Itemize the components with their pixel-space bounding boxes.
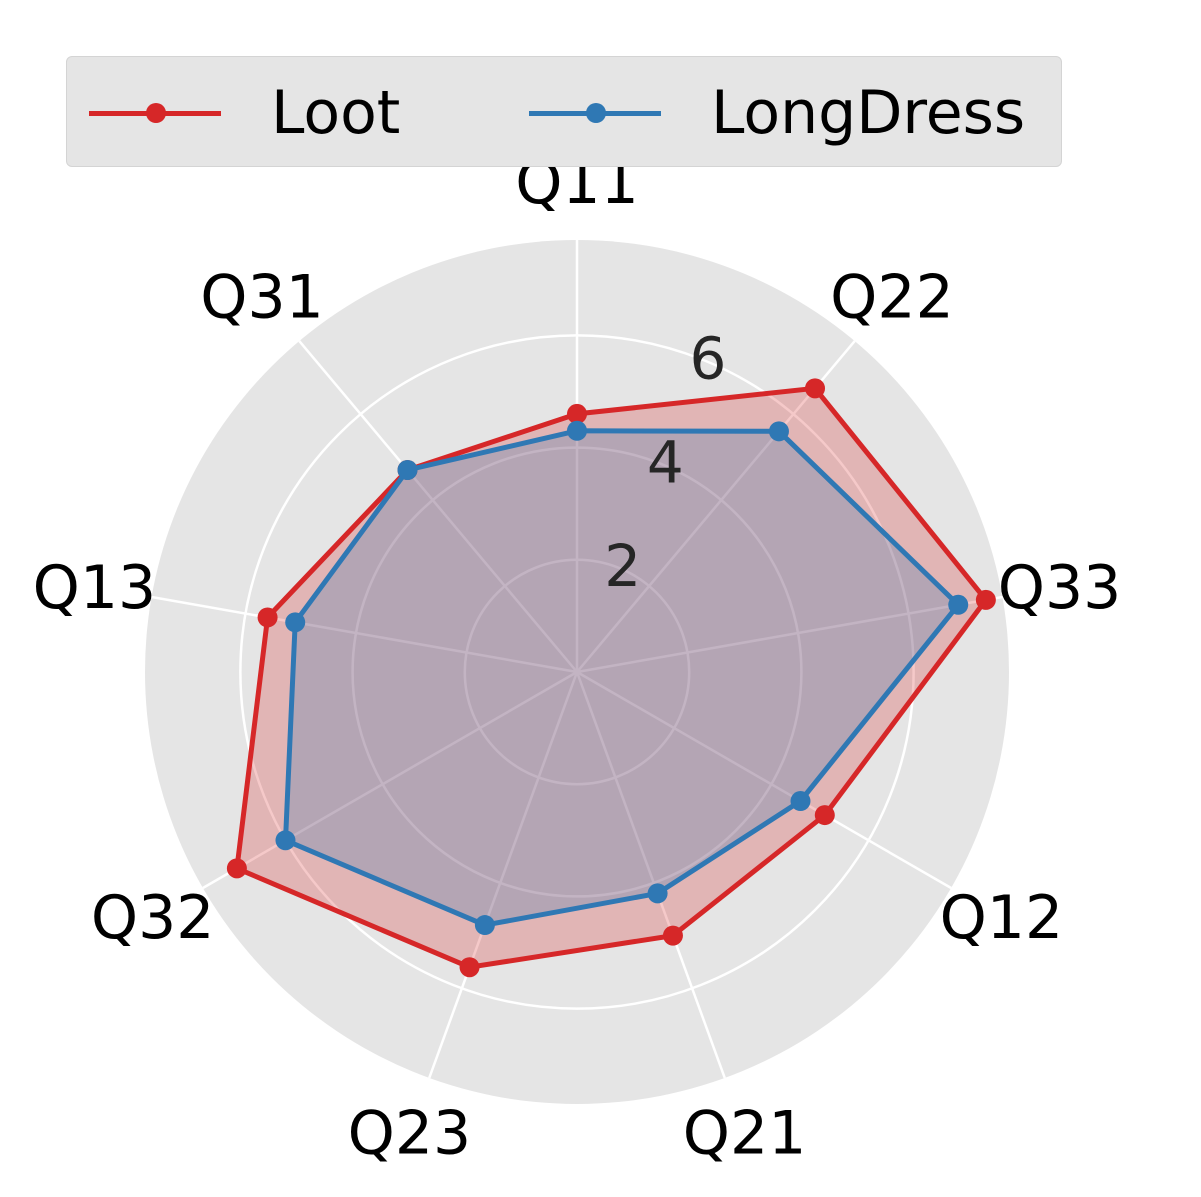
point-longdress-q12	[790, 791, 811, 812]
grid-spoke	[576, 595, 1003, 674]
point-longdress-q32	[275, 830, 296, 851]
point-loot-q11	[567, 403, 587, 424]
category-label-q13: Q13	[33, 553, 157, 623]
point-loot-q32	[226, 858, 247, 879]
series-line-loot	[234, 385, 989, 970]
grid-spoke	[428, 671, 579, 1079]
point-longdress-q11	[567, 420, 587, 441]
radial-ticks: 246	[604, 325, 726, 601]
point-longdress-q21	[647, 883, 668, 904]
legend-swatch-loot	[89, 102, 221, 123]
grid	[151, 240, 1003, 1079]
point-loot-q21	[662, 925, 683, 946]
series-line-longdress	[283, 428, 961, 928]
point-loot-q23	[459, 957, 480, 978]
point-longdress-q33	[948, 594, 969, 615]
category-label-q31: Q31	[200, 263, 324, 333]
category-label-q21: Q21	[683, 1098, 807, 1168]
radial-tick-label: 2	[604, 532, 641, 600]
legend-item-loot: Loot	[89, 57, 400, 168]
radial-tick-label: 6	[690, 325, 727, 393]
legend: Loot LongDress	[66, 56, 1062, 167]
grid-spoke	[576, 340, 856, 673]
legend-item-longdress: LongDress	[529, 57, 1025, 168]
legend-label-longdress: LongDress	[711, 77, 1026, 148]
radial-tick-label: 4	[647, 428, 684, 496]
series-layer	[226, 378, 996, 978]
point-longdress-q23	[474, 915, 495, 936]
point-loot-q33	[975, 589, 996, 610]
category-label-q32: Q32	[91, 883, 215, 953]
legend-label-loot: Loot	[271, 77, 401, 148]
point-loot-q22	[805, 378, 826, 399]
grid-spoke	[298, 340, 578, 673]
grid-spoke	[575, 671, 726, 1079]
category-label-q33: Q33	[998, 553, 1122, 623]
point-longdress-q22	[768, 421, 789, 442]
series-area-longdress	[285, 430, 959, 926]
category-label-q23: Q23	[348, 1098, 472, 1168]
category-label-q22: Q22	[830, 263, 954, 333]
point-loot-q12	[814, 805, 835, 826]
grid-spoke	[202, 670, 578, 890]
point-longdress-q31	[397, 460, 418, 481]
legend-swatch-longdress	[529, 102, 661, 123]
series-area-loot	[236, 388, 986, 968]
category-label-q12: Q12	[940, 883, 1064, 953]
point-loot-q13	[257, 607, 278, 628]
point-longdress-q13	[285, 612, 306, 633]
grid-spoke	[151, 595, 578, 674]
grid-spoke	[576, 670, 952, 890]
